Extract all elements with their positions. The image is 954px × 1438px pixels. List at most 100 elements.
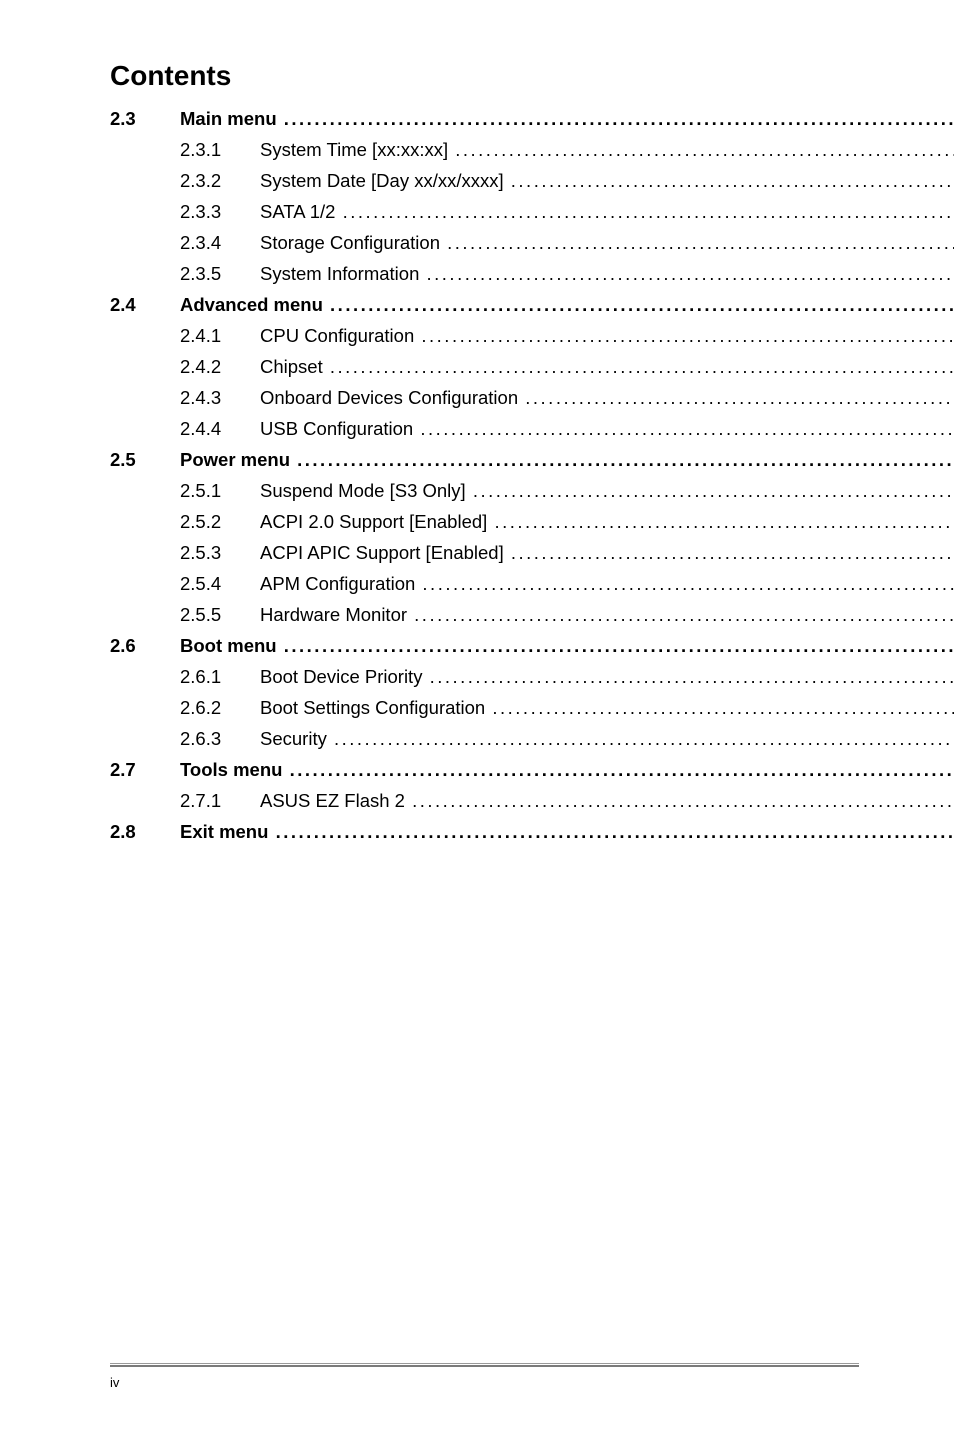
leader-dots: ........................................… — [473, 482, 954, 501]
toc-sub-row: 2.5.2ACPI 2.0 Support [Enabled] ........… — [110, 513, 859, 532]
leader-dots: ........................................… — [412, 792, 954, 811]
toc-sub-label: ACPI APIC Support [Enabled] — [260, 544, 509, 563]
toc-sub-row: 2.6.2Boot Settings Configuration .......… — [110, 699, 859, 718]
toc-sub-number: 2.6.3 — [180, 730, 260, 749]
toc-section-row: 2.3Main menu ...........................… — [110, 110, 859, 129]
toc-sub-row: 2.3.1System Time [xx:xx:xx] ............… — [110, 141, 859, 160]
leader-dots: ........................................… — [297, 451, 954, 470]
toc-section-label: Advanced menu — [180, 296, 328, 315]
toc-sub-label-wrap: Chipset ................................… — [260, 358, 954, 377]
toc-sub-label: USB Configuration — [260, 420, 418, 439]
toc-sub-label: ACPI 2.0 Support [Enabled] — [260, 513, 492, 532]
toc-sub-row: 2.3.4Storage Configuration .............… — [110, 234, 859, 253]
table-of-contents: 2.3Main menu ...........................… — [110, 110, 859, 842]
leader-dots: ........................................… — [334, 730, 954, 749]
leader-dots: ........................................… — [494, 513, 954, 532]
toc-sub-label-wrap: Boot Settings Configuration ............… — [260, 699, 954, 718]
toc-sub-label: ASUS EZ Flash 2 — [260, 792, 410, 811]
toc-sub-number: 2.5.3 — [180, 544, 260, 563]
toc-section-label: Tools menu — [180, 761, 288, 780]
leader-dots: ........................................… — [420, 420, 954, 439]
toc-sub-label-wrap: System Date [Day xx/xx/xxxx] ...........… — [260, 172, 954, 191]
leader-dots: ........................................… — [343, 203, 954, 222]
toc-sub-number: 2.5.5 — [180, 606, 260, 625]
toc-sub-row: 2.4.4USB Configuration .................… — [110, 420, 859, 439]
leader-dots: ........................................… — [330, 296, 954, 315]
toc-sub-number: 2.3.2 — [180, 172, 260, 191]
toc-sub-label-wrap: ACPI APIC Support [Enabled] ............… — [260, 544, 954, 563]
toc-sub-number: 2.3.1 — [180, 141, 260, 160]
leader-dots: ........................................… — [525, 389, 954, 408]
toc-section-number: 2.5 — [110, 451, 180, 470]
toc-section-row: 2.7Tools menu ..........................… — [110, 761, 859, 780]
toc-sub-label: Suspend Mode [S3 Only] — [260, 482, 471, 501]
toc-sub-label: CPU Configuration — [260, 327, 419, 346]
toc-sub-row: 2.7.1ASUS EZ Flash 2 ...................… — [110, 792, 859, 811]
toc-sub-label-wrap: Boot Device Priority ...................… — [260, 668, 954, 687]
toc-sub-label: Security — [260, 730, 332, 749]
leader-dots: ........................................… — [455, 141, 954, 160]
toc-section-label: Power menu — [180, 451, 295, 470]
page: Contents 2.3Main menu ..................… — [0, 0, 954, 1438]
toc-sub-number: 2.5.2 — [180, 513, 260, 532]
toc-sub-label: APM Configuration — [260, 575, 420, 594]
toc-sub-label: System Date [Day xx/xx/xxxx] — [260, 172, 509, 191]
toc-sub-number: 2.5.4 — [180, 575, 260, 594]
leader-dots: ........................................… — [330, 358, 954, 377]
toc-sub-label: Boot Device Priority — [260, 668, 428, 687]
leader-dots: ........................................… — [290, 761, 954, 780]
toc-section-row: 2.6Boot menu ...........................… — [110, 637, 859, 656]
page-footer: iv — [110, 1363, 859, 1390]
toc-sub-number: 2.6.1 — [180, 668, 260, 687]
toc-section-label: Main menu — [180, 110, 282, 129]
toc-sub-label: System Time [xx:xx:xx] — [260, 141, 453, 160]
toc-sub-label-wrap: Suspend Mode [S3 Only] .................… — [260, 482, 954, 501]
toc-sub-row: 2.5.1Suspend Mode [S3 Only] ............… — [110, 482, 859, 501]
toc-sub-label: SATA 1/2 — [260, 203, 341, 222]
toc-section-row: 2.5Power menu ..........................… — [110, 451, 859, 470]
toc-sub-number: 2.3.5 — [180, 265, 260, 284]
toc-section-row: 2.8Exit menu ...........................… — [110, 823, 859, 842]
toc-sub-label-wrap: CPU Configuration ......................… — [260, 327, 954, 346]
toc-sub-row: 2.4.2Chipset ...........................… — [110, 358, 859, 377]
leader-dots: ........................................… — [422, 575, 954, 594]
leader-dots: ........................................… — [284, 637, 954, 656]
toc-sub-row: 2.6.1Boot Device Priority ..............… — [110, 668, 859, 687]
toc-sub-label: Onboard Devices Configuration — [260, 389, 523, 408]
toc-sub-number: 2.5.1 — [180, 482, 260, 501]
page-title: Contents — [110, 60, 859, 92]
footer-rule-thin — [110, 1363, 859, 1364]
toc-sub-label-wrap: USB Configuration ......................… — [260, 420, 954, 439]
toc-sub-label-wrap: ACPI 2.0 Support [Enabled] .............… — [260, 513, 954, 532]
leader-dots: ........................................… — [414, 606, 954, 625]
toc-sub-label-wrap: System Time [xx:xx:xx] .................… — [260, 141, 954, 160]
toc-sub-label: Boot Settings Configuration — [260, 699, 490, 718]
leader-dots: ........................................… — [492, 699, 954, 718]
toc-sub-row: 2.5.4APM Configuration .................… — [110, 575, 859, 594]
toc-sub-label-wrap: APM Configuration ......................… — [260, 575, 954, 594]
toc-section-label: Exit menu — [180, 823, 274, 842]
toc-sub-row: 2.3.3SATA 1/2 ..........................… — [110, 203, 859, 222]
toc-sub-row: 2.3.5System Information ................… — [110, 265, 859, 284]
toc-sub-number: 2.7.1 — [180, 792, 260, 811]
toc-section-label-wrap: Boot menu ..............................… — [180, 637, 954, 656]
toc-section-number: 2.8 — [110, 823, 180, 842]
toc-sub-label: Chipset — [260, 358, 328, 377]
toc-sub-label: Storage Configuration — [260, 234, 445, 253]
leader-dots: ........................................… — [421, 327, 954, 346]
toc-sub-row: 2.5.3ACPI APIC Support [Enabled] .......… — [110, 544, 859, 563]
leader-dots: ........................................… — [284, 110, 954, 129]
toc-sub-label: System Information — [260, 265, 425, 284]
toc-sub-number: 2.3.3 — [180, 203, 260, 222]
toc-sub-number: 2.3.4 — [180, 234, 260, 253]
toc-section-label-wrap: Power menu .............................… — [180, 451, 954, 470]
leader-dots: ........................................… — [276, 823, 954, 842]
toc-sub-number: 2.4.3 — [180, 389, 260, 408]
toc-sub-row: 2.5.5Hardware Monitor ..................… — [110, 606, 859, 625]
toc-sub-number: 2.4.4 — [180, 420, 260, 439]
toc-sub-number: 2.6.2 — [180, 699, 260, 718]
toc-sub-label-wrap: Onboard Devices Configuration ..........… — [260, 389, 954, 408]
toc-sub-row: 2.3.2System Date [Day xx/xx/xxxx] ......… — [110, 172, 859, 191]
toc-sub-label-wrap: SATA 1/2 ...............................… — [260, 203, 954, 222]
toc-sub-label: Hardware Monitor — [260, 606, 412, 625]
